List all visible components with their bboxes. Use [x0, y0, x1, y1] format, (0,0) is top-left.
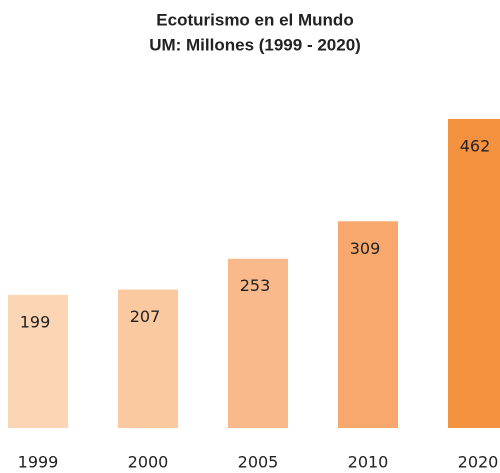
x-tick-label: 2020 [458, 453, 499, 472]
chart-title: Ecoturismo en el Mundo [156, 10, 353, 29]
value-label: 309 [350, 239, 381, 258]
chart-subtitle: UM: Millones (1999 - 2020) [149, 35, 361, 54]
value-label: 462 [460, 136, 491, 155]
bar [448, 118, 500, 428]
x-tick-label: 2005 [238, 453, 279, 472]
bar [338, 221, 398, 428]
value-label: 207 [130, 307, 161, 326]
value-label: 199 [20, 312, 51, 331]
bar [8, 294, 68, 428]
x-tick-label: 2000 [128, 453, 169, 472]
bar [118, 289, 178, 428]
x-tick-label: 1999 [18, 453, 59, 472]
x-tick-label: 2010 [348, 453, 389, 472]
bar [228, 258, 288, 428]
value-label: 253 [240, 276, 271, 295]
